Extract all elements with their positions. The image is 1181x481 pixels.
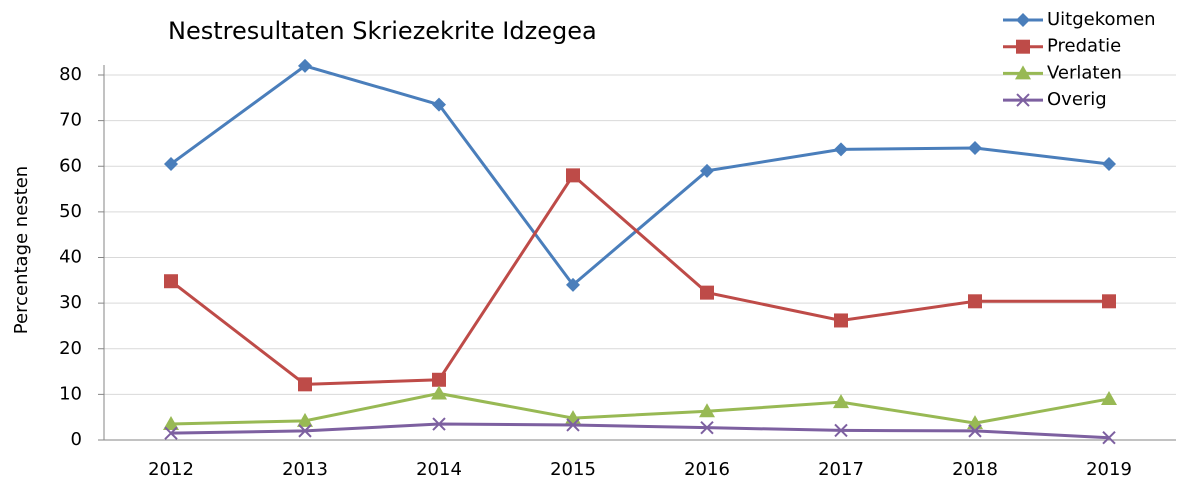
marker [1102,156,1116,171]
legend-marker [1015,65,1031,80]
marker [163,416,179,431]
series-line [170,391,1110,426]
series-line [170,173,1109,386]
legend-label: Predatie [1047,36,1121,57]
x-tick-label: 2014 [416,459,462,480]
y-tick-label: 80 [59,64,82,85]
marker [834,423,848,438]
y-tick-label: 0 [71,429,82,450]
y-tick-label: 70 [59,110,82,131]
series-line [170,422,1110,440]
marker [432,97,446,112]
marker [164,274,178,289]
legend-marker [1016,39,1030,54]
marker [297,412,313,427]
y-axis-title: Percentage nesten [11,166,32,334]
y-tick-label: 60 [59,155,82,176]
marker [700,163,714,178]
marker [700,420,714,435]
marker [968,294,982,309]
marker [164,156,178,171]
x-tick-label: 2015 [550,459,596,480]
x-tick-label: 2018 [952,459,998,480]
legend-label: Overig [1047,89,1107,110]
marker [1102,294,1116,309]
marker [298,58,312,73]
marker [968,424,982,438]
y-tick-label: 50 [59,201,82,222]
x-tick-label: 2017 [818,459,864,480]
marker [566,418,580,432]
y-tick-label: 10 [59,383,82,404]
series-line [170,64,1110,288]
y-tick-label: 20 [59,338,82,359]
marker [1101,390,1117,405]
marker [432,372,446,387]
marker [834,142,848,157]
x-tick-label: 2012 [148,459,194,480]
x-tick-label: 2013 [282,459,328,480]
marker [298,424,312,438]
chart-title: Nestresultaten Skriezekrite Idzegea [168,17,597,45]
legend-marker [1016,93,1030,107]
marker [834,313,848,328]
marker [431,385,447,400]
y-tick-label: 30 [59,292,82,313]
marker [566,277,580,292]
marker [699,403,715,418]
legend-label: Uitgekomen [1047,9,1156,30]
y-tick-label: 40 [59,247,82,268]
marker [164,426,178,440]
marker [298,377,312,392]
marker [700,285,714,300]
x-tick-label: 2019 [1086,459,1132,480]
marker [566,168,580,183]
legend-label: Verlaten [1047,62,1122,83]
marker [1102,431,1116,445]
marker [968,141,982,155]
marker [432,417,446,431]
x-tick-label: 2016 [684,459,730,480]
legend-marker [1016,13,1030,27]
marker [833,394,849,409]
